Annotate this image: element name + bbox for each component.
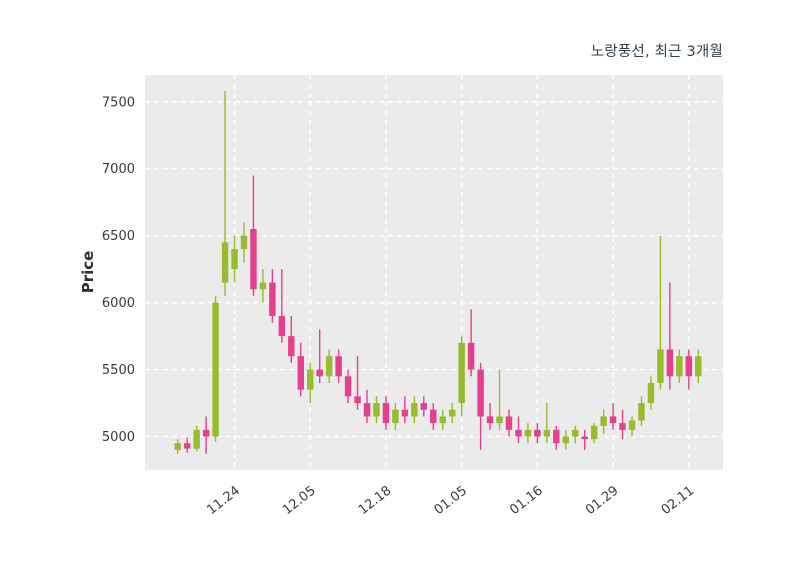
candle-body-down [619,423,626,430]
candle-body-down [685,356,693,377]
candle-body-up [373,403,380,417]
candle-body-down [297,356,304,390]
y-tick-label: 5000 [102,430,135,445]
candle-body-down [202,429,210,437]
y-tick-label: 6500 [102,229,135,244]
y-axis-label: Price [79,250,97,294]
candle-body-up [543,429,551,437]
candle-body-up [448,409,456,417]
candle-body-down [316,369,323,377]
candle-body-down [666,349,674,377]
candle-body-up [193,429,200,449]
candle-body-up [174,443,181,450]
candle-body-down [354,396,361,404]
candle-body-up [231,249,238,270]
candle-body-down [344,376,352,397]
candle-body-up [572,429,579,437]
candle-body-down [609,416,617,424]
candle-body-down [278,316,286,337]
x-tick-label: 01.29 [583,483,622,518]
x-tick-label: 01.05 [432,483,471,518]
candle-body-up [638,403,645,421]
candle-body-down [581,436,588,440]
x-tick-label: 01.16 [507,483,546,518]
candle-body-down [486,416,494,424]
x-tick-label: 02.11 [659,483,698,518]
y-tick-label: 7500 [102,95,135,110]
candle-body-up [411,403,418,417]
candle-body-up [325,356,333,377]
candle-body-down [382,403,390,424]
candle-body-down [420,403,428,410]
chart-title: 노랑풍선, 최근 3개월 [590,44,723,60]
candle-body-up [628,420,636,430]
x-tick-label: 11.24 [204,483,243,518]
candle-body-up [458,342,465,404]
candle-body-down [553,429,560,444]
y-tick-label: 6000 [102,296,135,311]
candle-body-up [676,356,683,377]
candle-body-up [392,409,399,424]
candle-body-up [657,349,664,383]
candle-body-down [183,443,191,449]
candle-body-down [363,403,371,417]
candle-body-down [534,429,541,437]
candle-body-down [505,416,513,430]
candle-body-up [647,382,655,404]
x-tick-label: 12.18 [356,483,395,518]
candle-body-up [496,416,503,424]
candle-body-up [695,356,702,377]
candle-body-down [401,409,409,417]
candle-body-up [221,242,229,283]
candle-body-down [335,356,342,377]
candle-body-up [259,282,267,290]
candle-body-up [600,416,607,426]
plot-area [145,75,723,470]
y-tick-label: 5500 [102,363,135,378]
candle-body-down [269,282,276,317]
candle-body-up [524,429,532,437]
candle-body-down [288,336,295,357]
candle-body-up [562,436,569,444]
candle-body-up [240,235,248,250]
candle-body-down [250,228,257,290]
x-tick-label: 12.05 [280,483,319,518]
candle-body-up [590,425,598,440]
candle-body-up [439,416,446,424]
candle-body-down [515,429,522,437]
candle-body-up [212,302,219,437]
candle-body-down [467,342,475,370]
y-tick-label: 7000 [102,162,135,177]
candle-body-up [307,369,314,390]
candle-body-down [430,409,437,424]
candle-body-down [477,369,484,417]
